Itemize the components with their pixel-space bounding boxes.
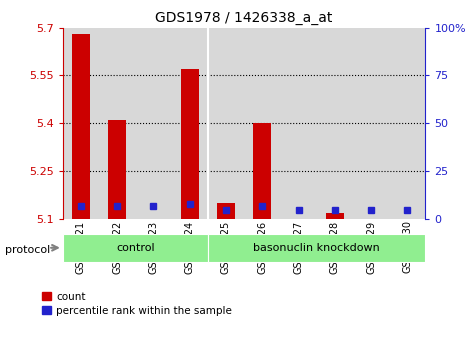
Bar	[180, 69, 199, 219]
Bar	[208, 235, 425, 263]
Bar	[244, 28, 280, 219]
Bar	[217, 203, 235, 219]
Bar	[326, 213, 344, 219]
Bar	[72, 34, 90, 219]
Text: control: control	[116, 243, 155, 253]
Bar	[63, 28, 99, 219]
Bar	[389, 28, 425, 219]
Bar	[317, 28, 353, 219]
Bar	[353, 28, 389, 219]
Title: GDS1978 / 1426338_a_at: GDS1978 / 1426338_a_at	[155, 11, 333, 25]
Bar	[172, 28, 208, 219]
Bar	[280, 28, 317, 219]
Bar	[108, 120, 126, 219]
Bar	[253, 123, 272, 219]
Bar	[63, 235, 208, 263]
Text: protocol: protocol	[5, 245, 50, 255]
Bar	[208, 28, 244, 219]
Bar	[135, 28, 172, 219]
Text: basonuclin knockdown: basonuclin knockdown	[253, 243, 380, 253]
Bar	[99, 28, 135, 219]
Legend: count, percentile rank within the sample: count, percentile rank within the sample	[42, 292, 232, 316]
